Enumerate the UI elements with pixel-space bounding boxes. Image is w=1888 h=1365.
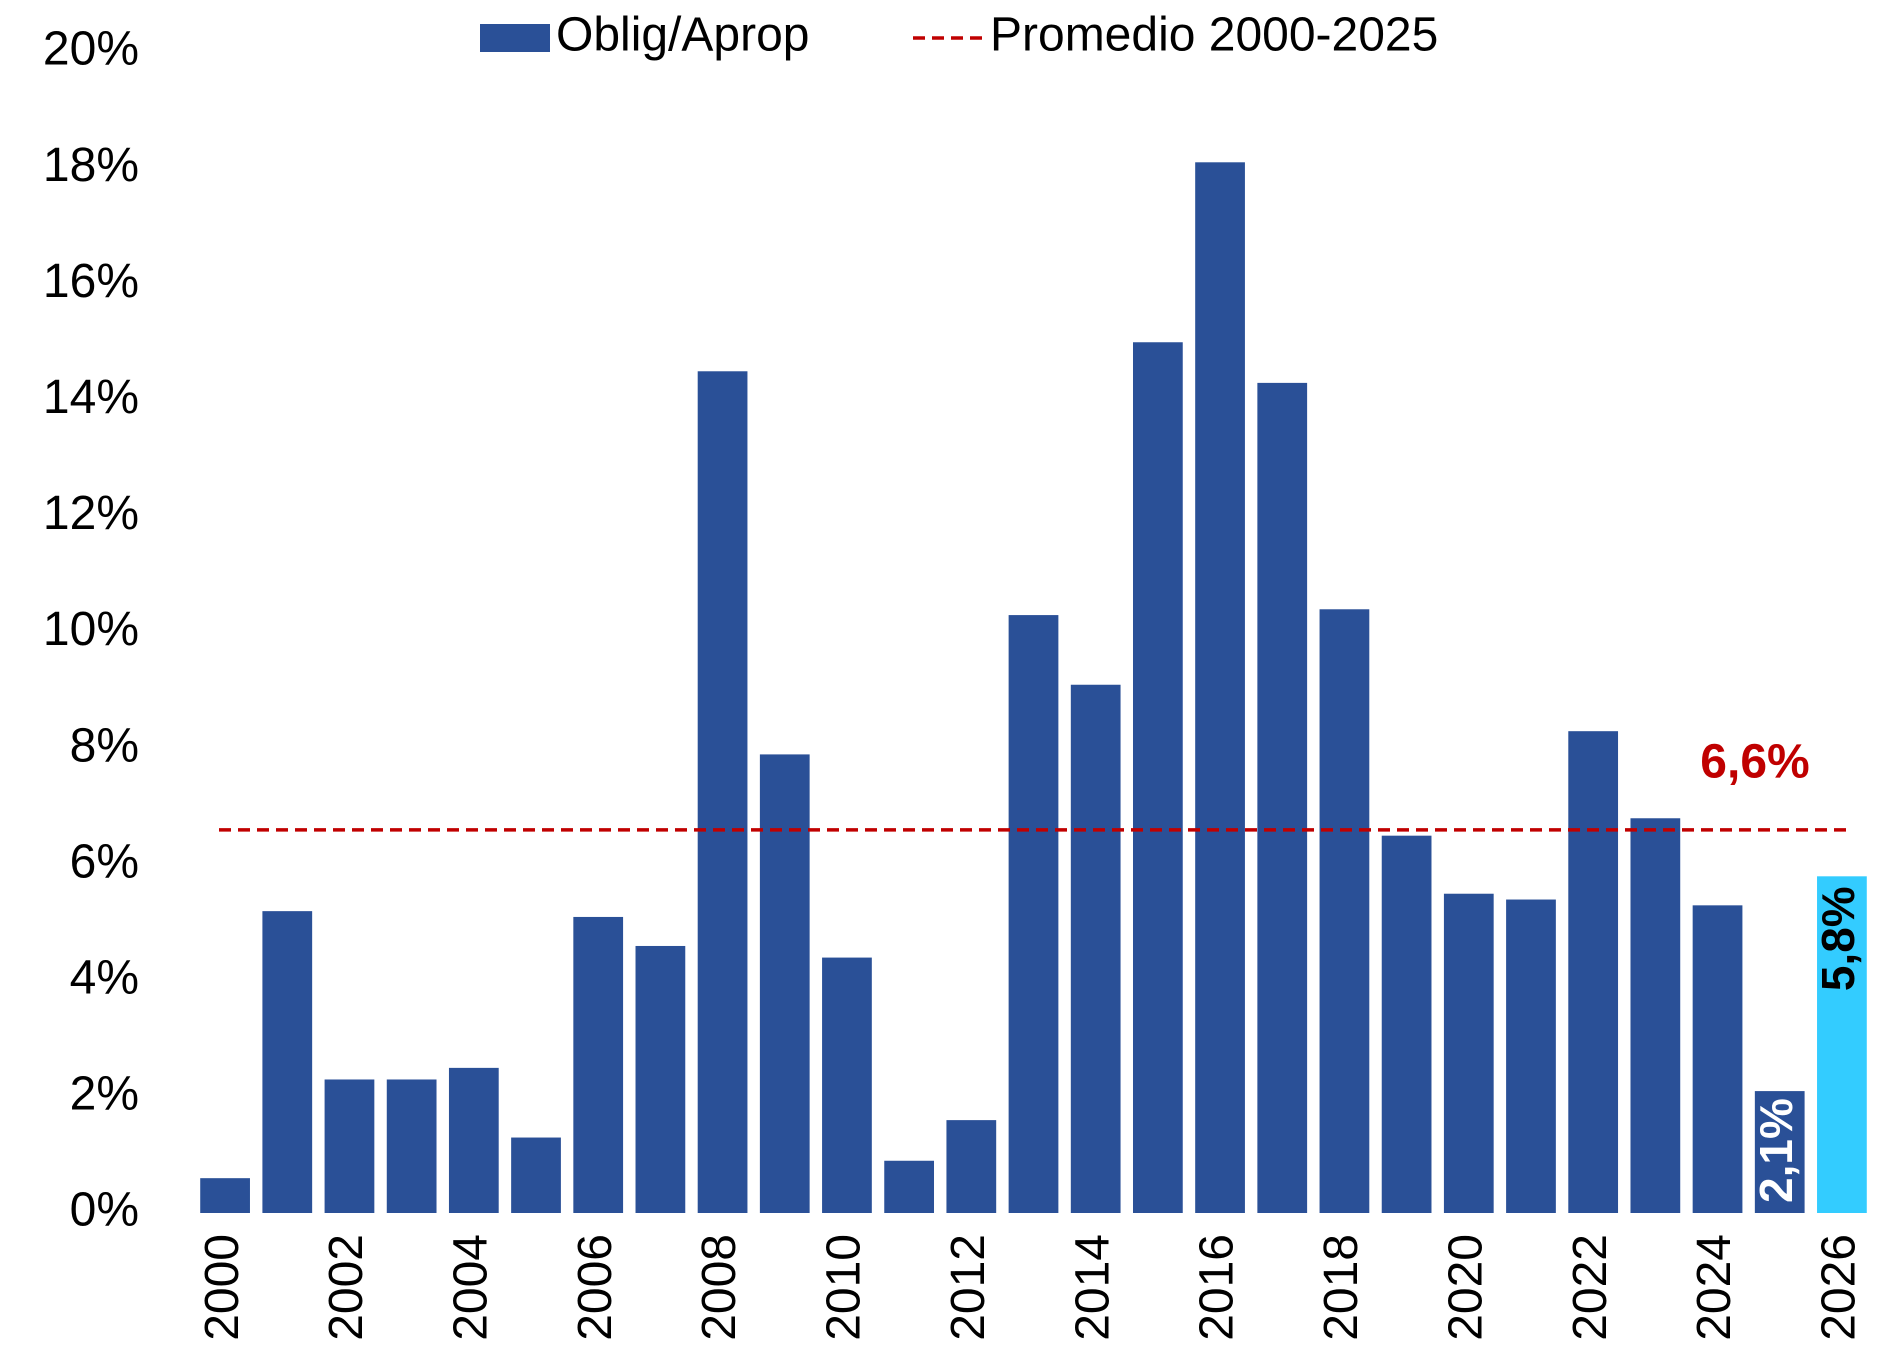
bar	[1568, 731, 1619, 1213]
x-tick-label: 2008	[693, 1234, 746, 1341]
bar	[1257, 382, 1308, 1213]
bar	[200, 1178, 250, 1213]
bar	[1195, 162, 1245, 1213]
bar	[1381, 835, 1432, 1213]
bar	[573, 916, 624, 1213]
x-tick-label: 2012	[942, 1234, 995, 1341]
legend-swatch	[480, 24, 550, 52]
y-tick-label: 4%	[70, 951, 139, 1004]
bar	[511, 1137, 561, 1213]
bar	[759, 754, 810, 1213]
bar	[1754, 1091, 1805, 1213]
legend-label: Promedio 2000-2025	[990, 9, 1438, 62]
x-tick-label: 2010	[818, 1234, 871, 1341]
y-tick-label: 8%	[70, 719, 139, 772]
x-tick-label: 2016	[1191, 1234, 1244, 1341]
bar	[884, 1160, 935, 1213]
bar	[822, 957, 872, 1213]
x-tick-label: 2000	[196, 1234, 249, 1341]
x-tick-label: 2006	[569, 1234, 622, 1341]
bar	[1692, 905, 1743, 1213]
bar	[1817, 876, 1867, 1213]
value-label: 2,1%	[1750, 1098, 1802, 1203]
bar	[1070, 684, 1121, 1213]
reference-label: 6,6%	[1700, 736, 1809, 789]
bar	[386, 1079, 437, 1213]
x-tick-label: 2024	[1688, 1234, 1741, 1341]
x-tick-label: 2002	[320, 1234, 373, 1341]
y-tick-label: 16%	[43, 255, 139, 308]
y-tick-label: 0%	[70, 1184, 139, 1237]
bar	[1319, 609, 1370, 1213]
legend-label: Oblig/Aprop	[556, 9, 809, 62]
bar	[1132, 342, 1183, 1213]
bar	[1443, 893, 1494, 1213]
bar	[1008, 615, 1059, 1213]
value-label: 5,8%	[1812, 886, 1864, 991]
y-tick-label: 20%	[43, 23, 139, 76]
y-tick-label: 18%	[43, 139, 139, 192]
bar	[324, 1079, 375, 1213]
x-tick-label: 2018	[1315, 1234, 1368, 1341]
bar	[448, 1067, 499, 1213]
bar	[262, 911, 313, 1213]
x-tick-label: 2026	[1813, 1234, 1866, 1341]
y-tick-label: 12%	[43, 487, 139, 540]
x-tick-label: 2020	[1439, 1234, 1492, 1341]
bar	[946, 1120, 997, 1213]
x-tick-label: 2022	[1564, 1234, 1617, 1341]
x-tick-label: 2014	[1066, 1234, 1119, 1341]
bar	[1630, 818, 1681, 1213]
y-tick-label: 6%	[70, 835, 139, 888]
bar	[635, 945, 686, 1213]
y-tick-label: 2%	[70, 1068, 139, 1121]
y-tick-label: 14%	[43, 371, 139, 424]
y-tick-label: 10%	[43, 603, 139, 656]
bar	[1506, 899, 1556, 1213]
bar	[697, 371, 748, 1213]
x-tick-label: 2004	[445, 1234, 498, 1341]
